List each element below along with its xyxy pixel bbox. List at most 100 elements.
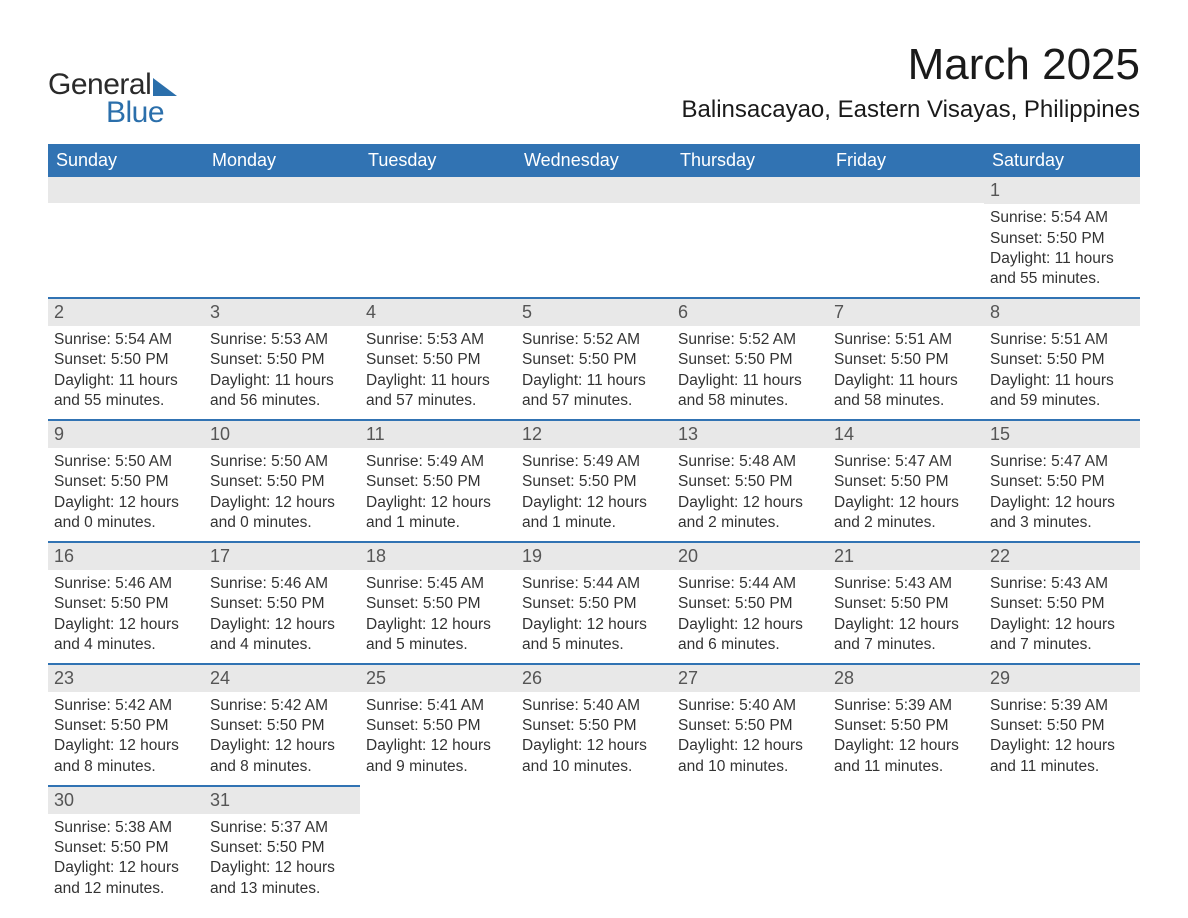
sunset: Sunset: 5:50 PM	[990, 229, 1134, 249]
day-body: Sunrise: 5:48 AMSunset: 5:50 PMDaylight:…	[672, 448, 828, 541]
daylight: Daylight: 11 hours and 58 minutes.	[678, 371, 822, 411]
sunrise: Sunrise: 5:47 AM	[834, 452, 978, 472]
sunset: Sunset: 5:50 PM	[678, 472, 822, 492]
day-cell	[516, 785, 672, 907]
sunset: Sunset: 5:50 PM	[522, 716, 666, 736]
sunset: Sunset: 5:50 PM	[210, 594, 354, 614]
header: General Blue March 2025 Balinsacayao, Ea…	[48, 40, 1140, 130]
week-row: 9Sunrise: 5:50 AMSunset: 5:50 PMDaylight…	[48, 419, 1140, 541]
daylight: Daylight: 12 hours and 8 minutes.	[210, 736, 354, 776]
day-body: Sunrise: 5:47 AMSunset: 5:50 PMDaylight:…	[984, 448, 1140, 541]
sunset: Sunset: 5:50 PM	[54, 472, 198, 492]
day-body: Sunrise: 5:50 AMSunset: 5:50 PMDaylight:…	[48, 448, 204, 541]
day-cell: 7Sunrise: 5:51 AMSunset: 5:50 PMDaylight…	[828, 297, 984, 419]
day-cell: 25Sunrise: 5:41 AMSunset: 5:50 PMDayligh…	[360, 663, 516, 785]
day-body: Sunrise: 5:39 AMSunset: 5:50 PMDaylight:…	[984, 692, 1140, 785]
day-number: 10	[204, 419, 360, 448]
sunset: Sunset: 5:50 PM	[678, 350, 822, 370]
calendar: SundayMondayTuesdayWednesdayThursdayFrid…	[48, 144, 1140, 907]
day-number: 30	[48, 785, 204, 814]
day-body	[672, 785, 828, 857]
day-body: Sunrise: 5:52 AMSunset: 5:50 PMDaylight:…	[516, 326, 672, 419]
day-number: 8	[984, 297, 1140, 326]
day-cell: 27 Sunrise: 5:40 AMSunset: 5:50 PMDayligh…	[672, 663, 828, 785]
day-number: 15	[984, 419, 1140, 448]
daylight: Daylight: 12 hours and 12 minutes.	[54, 858, 198, 898]
day-body: Sunrise: 5:44 AMSunset: 5:50 PMDaylight:…	[516, 570, 672, 663]
dow-cell: Tuesday	[360, 144, 516, 177]
daylight: Daylight: 12 hours and 10 minutes.	[678, 736, 822, 776]
sunrise: Sunrise: 5:40 AM	[678, 696, 822, 716]
daylight: Daylight: 11 hours and 55 minutes.	[990, 249, 1134, 289]
day-cell	[516, 177, 672, 297]
day-body: Sunrise: 5:49 AMSunset: 5:50 PMDaylight:…	[516, 448, 672, 541]
day-number	[48, 177, 204, 203]
daylight: Daylight: 12 hours and 11 minutes.	[834, 736, 978, 776]
day-cell: 31Sunrise: 5:37 AMSunset: 5:50 PMDayligh…	[204, 785, 360, 907]
day-cell: 5Sunrise: 5:52 AMSunset: 5:50 PMDaylight…	[516, 297, 672, 419]
day-cell	[360, 177, 516, 297]
day-body: Sunrise: 5:50 AMSunset: 5:50 PMDaylight:…	[204, 448, 360, 541]
day-number	[516, 177, 672, 203]
day-body: Sunrise: 5:52 AMSunset: 5:50 PMDaylight:…	[672, 326, 828, 419]
dow-cell: Sunday	[48, 144, 204, 177]
sunset: Sunset: 5:50 PM	[54, 594, 198, 614]
sunrise: Sunrise: 5:54 AM	[990, 208, 1134, 228]
day-body	[48, 203, 204, 275]
day-number: 2	[48, 297, 204, 326]
day-body	[360, 785, 516, 857]
daylight: Daylight: 11 hours and 58 minutes.	[834, 371, 978, 411]
dow-cell: Saturday	[984, 144, 1140, 177]
day-cell: 6Sunrise: 5:52 AMSunset: 5:50 PMDaylight…	[672, 297, 828, 419]
sunset: Sunset: 5:50 PM	[678, 716, 822, 736]
day-number: 7	[828, 297, 984, 326]
day-cell	[204, 177, 360, 297]
day-cell: 10Sunrise: 5:50 AMSunset: 5:50 PMDayligh…	[204, 419, 360, 541]
day-body	[672, 203, 828, 275]
day-number: 19	[516, 541, 672, 570]
day-body: Sunrise: 5:43 AMSunset: 5:50 PMDaylight:…	[984, 570, 1140, 663]
week-row: 2Sunrise: 5:54 AMSunset: 5:50 PMDaylight…	[48, 297, 1140, 419]
day-number: 6	[672, 297, 828, 326]
day-number	[672, 177, 828, 203]
day-body: Sunrise: 5:49 AMSunset: 5:50 PMDaylight:…	[360, 448, 516, 541]
day-body: Sunrise: 5:46 AMSunset: 5:50 PMDaylight:…	[204, 570, 360, 663]
daylight: Daylight: 12 hours and 7 minutes.	[834, 615, 978, 655]
day-number	[828, 177, 984, 203]
day-number: 4	[360, 297, 516, 326]
sunset: Sunset: 5:50 PM	[54, 716, 198, 736]
day-cell	[360, 785, 516, 907]
dow-cell: Monday	[204, 144, 360, 177]
day-number: 28	[828, 663, 984, 692]
day-cell	[672, 177, 828, 297]
sunset: Sunset: 5:50 PM	[54, 838, 198, 858]
day-body: Sunrise: 5:54 AMSunset: 5:50 PMDaylight:…	[984, 204, 1140, 297]
day-body: Sunrise: 5:54 AMSunset: 5:50 PMDaylight:…	[48, 326, 204, 419]
day-cell: 26Sunrise: 5:40 AMSunset: 5:50 PMDayligh…	[516, 663, 672, 785]
sunrise: Sunrise: 5:37 AM	[210, 818, 354, 838]
day-cell: 29Sunrise: 5:39 AMSunset: 5:50 PMDayligh…	[984, 663, 1140, 785]
day-body: Sunrise: 5:51 AMSunset: 5:50 PMDaylight:…	[828, 326, 984, 419]
daylight: Daylight: 12 hours and 4 minutes.	[210, 615, 354, 655]
sunrise: Sunrise: 5:52 AM	[522, 330, 666, 350]
daylight: Daylight: 12 hours and 6 minutes.	[678, 615, 822, 655]
daylight: Daylight: 12 hours and 1 minute.	[366, 493, 510, 533]
day-number: 13	[672, 419, 828, 448]
daylight: Daylight: 12 hours and 10 minutes.	[522, 736, 666, 776]
day-cell: 11Sunrise: 5:49 AMSunset: 5:50 PMDayligh…	[360, 419, 516, 541]
sunrise: Sunrise: 5:53 AM	[366, 330, 510, 350]
day-cell: 16Sunrise: 5:46 AMSunset: 5:50 PMDayligh…	[48, 541, 204, 663]
day-body: Sunrise: 5:42 AMSunset: 5:50 PMDaylight:…	[204, 692, 360, 785]
day-body	[516, 203, 672, 275]
sunset: Sunset: 5:50 PM	[210, 350, 354, 370]
day-number: 27	[672, 663, 828, 692]
sunrise: Sunrise: 5:39 AM	[990, 696, 1134, 716]
day-cell	[828, 785, 984, 907]
day-body: Sunrise: 5:43 AMSunset: 5:50 PMDaylight:…	[828, 570, 984, 663]
day-body	[360, 203, 516, 275]
day-body: Sunrise: 5:53 AMSunset: 5:50 PMDaylight:…	[204, 326, 360, 419]
day-number	[204, 177, 360, 203]
day-cell: 20Sunrise: 5:44 AMSunset: 5:50 PMDayligh…	[672, 541, 828, 663]
daylight: Daylight: 12 hours and 3 minutes.	[990, 493, 1134, 533]
daylight: Daylight: 11 hours and 59 minutes.	[990, 371, 1134, 411]
